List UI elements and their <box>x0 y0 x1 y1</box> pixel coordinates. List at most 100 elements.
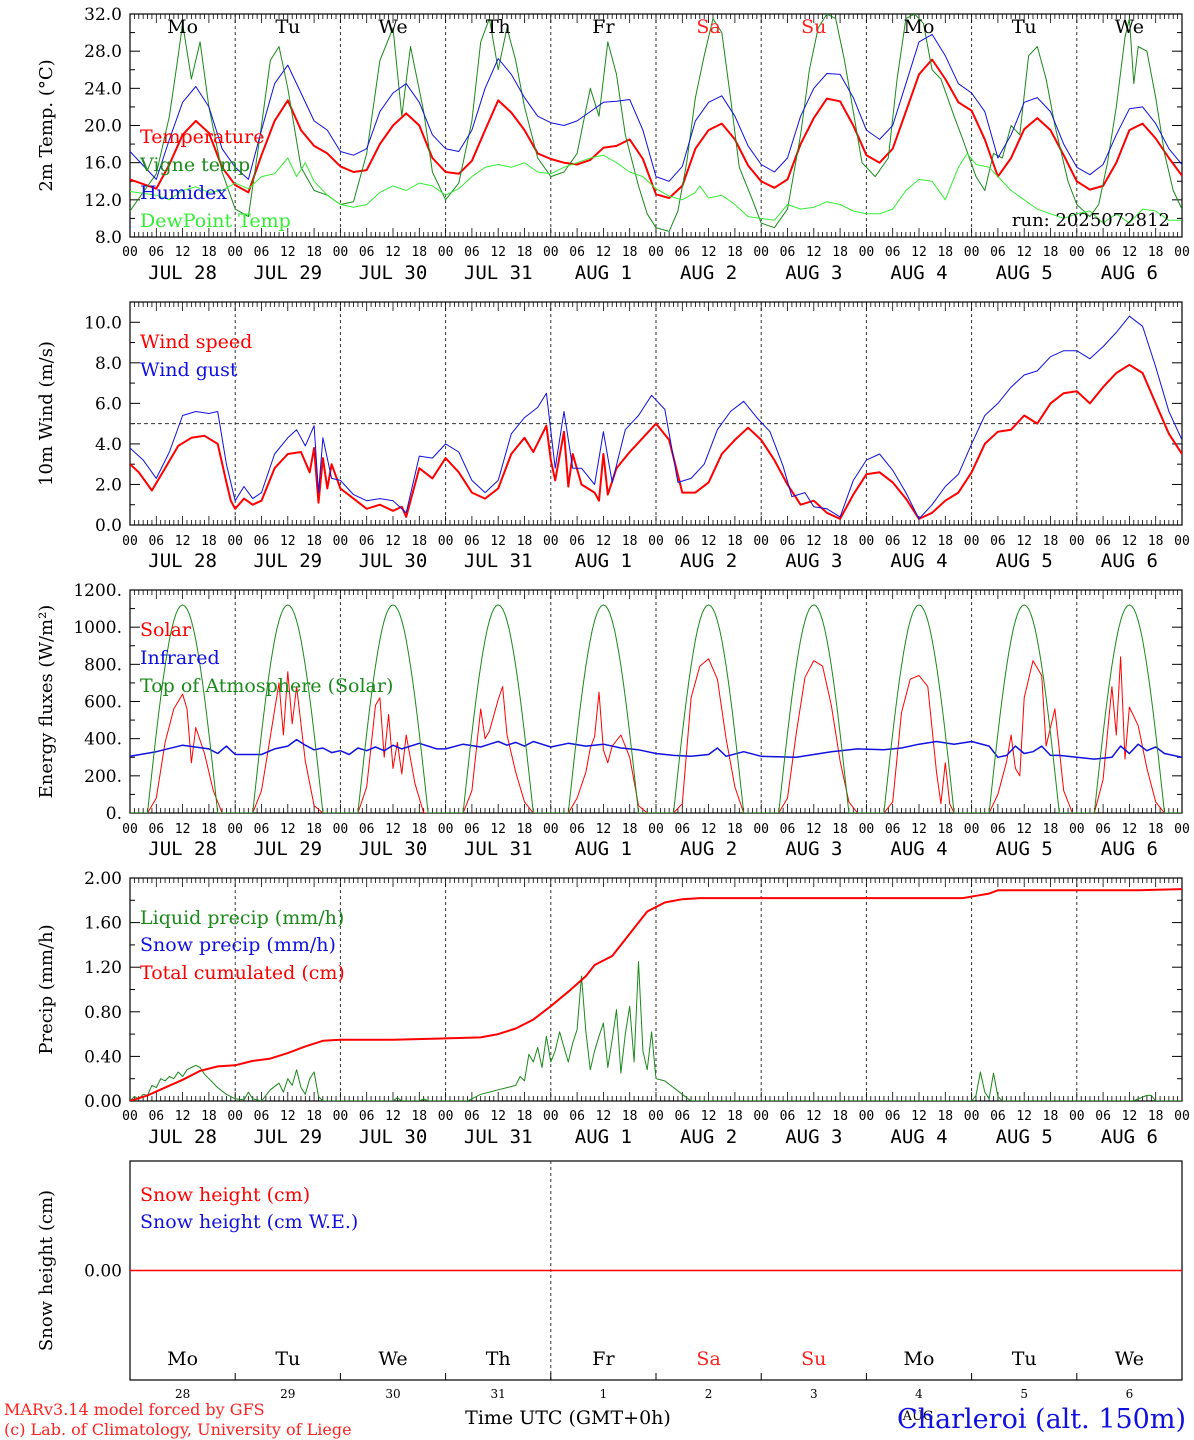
hour-label: 06 <box>674 822 690 837</box>
date-label: AUG 2 <box>680 838 737 860</box>
y-tick-label: 8.0 <box>95 228 122 248</box>
day-number: 4 <box>915 1387 923 1401</box>
hour-label: 12 <box>1016 534 1032 549</box>
y-axis-title: 2m Temp. (°C) <box>36 59 57 191</box>
hour-label: 18 <box>727 534 743 549</box>
hour-label: 00 <box>859 534 875 549</box>
date-label: JUL 30 <box>359 838 428 860</box>
hour-label: 12 <box>701 245 717 260</box>
hour-label: 18 <box>832 822 848 837</box>
hour-label: 00 <box>333 245 349 260</box>
y-tick-label: 20.0 <box>84 117 122 137</box>
hour-label: 18 <box>622 245 638 260</box>
hour-label: 12 <box>280 1109 296 1124</box>
series-line-top-of-atmosphere-solar- <box>130 604 1182 813</box>
hour-label: 06 <box>780 822 796 837</box>
day-number: 3 <box>810 1387 818 1401</box>
y-tick-label: 400. <box>84 730 122 750</box>
weekday-label: Su <box>801 1348 826 1370</box>
hour-label: 18 <box>306 245 322 260</box>
y-axis-title: Energy fluxes (W/m²) <box>36 605 57 799</box>
date-label: AUG 6 <box>1101 262 1158 284</box>
hour-label: 12 <box>280 534 296 549</box>
hour-label: 00 <box>227 822 243 837</box>
legend-entry: Temperature <box>140 126 264 148</box>
date-label: AUG 6 <box>1101 1126 1158 1148</box>
date-label: AUG 5 <box>996 262 1053 284</box>
date-label: AUG 5 <box>996 1126 1053 1148</box>
date-label: AUG 4 <box>890 838 947 860</box>
hour-label: 00 <box>543 822 559 837</box>
hour-label: 00 <box>1069 245 1085 260</box>
weekday-label: Sa <box>696 1348 720 1370</box>
hour-labels: 00 06 12 18 00 06 12 18 00 06 12 18 00 06 12 18 00 06 12 18… <box>122 1109 1190 1148</box>
hour-label: 06 <box>990 245 1006 260</box>
hour-label: 00 <box>1174 1109 1190 1124</box>
hour-label: 06 <box>148 1109 164 1124</box>
hour-label: 00 <box>1174 822 1190 837</box>
hour-label: 00 <box>227 1109 243 1124</box>
series-line-dewpoint-temp <box>130 152 1182 224</box>
hour-label: 18 <box>937 534 953 549</box>
hour-label: 06 <box>569 822 585 837</box>
hour-label: 18 <box>201 1109 217 1124</box>
hour-label: 00 <box>1174 245 1190 260</box>
series-line-solar <box>130 656 1182 813</box>
hour-label: 12 <box>701 1109 717 1124</box>
hour-label: 12 <box>490 245 506 260</box>
hour-label: 12 <box>911 822 927 837</box>
hour-label: 00 <box>859 245 875 260</box>
series-group <box>130 604 1182 813</box>
hour-label: 00 <box>543 534 559 549</box>
date-label: JUL 31 <box>464 550 533 572</box>
hour-label: 18 <box>622 822 638 837</box>
hour-label: 12 <box>911 245 927 260</box>
hour-label: 12 <box>596 1109 612 1124</box>
date-label: AUG 1 <box>575 1126 632 1148</box>
hour-label: 00 <box>438 1109 454 1124</box>
hour-label: 06 <box>464 822 480 837</box>
hour-label: 06 <box>780 245 796 260</box>
hour-label: 12 <box>1122 1109 1138 1124</box>
hour-label: 18 <box>832 1109 848 1124</box>
plot-frame <box>129 301 1183 526</box>
weekday-label: We <box>1115 16 1144 38</box>
day-number: 6 <box>1126 1387 1134 1401</box>
hour-label: 18 <box>201 822 217 837</box>
hour-label: 12 <box>385 822 401 837</box>
hour-label: 06 <box>464 1109 480 1124</box>
y-tick-label: 1.20 <box>84 958 122 978</box>
weekday-label: Mo <box>167 1348 198 1370</box>
hour-label: 18 <box>306 534 322 549</box>
hour-label: 06 <box>254 1109 270 1124</box>
weekday-label: We <box>1115 1348 1144 1370</box>
hour-label: 18 <box>1043 1109 1059 1124</box>
hour-label: 12 <box>280 245 296 260</box>
date-label: JUL 29 <box>253 838 322 860</box>
day-number: 31 <box>491 1387 506 1401</box>
weekday-label: Mo <box>904 16 935 38</box>
y-tick-label: 0.80 <box>84 1003 122 1023</box>
hour-label: 06 <box>359 1109 375 1124</box>
legend-entry: Liquid precip (mm/h) <box>140 907 344 929</box>
hour-label: 06 <box>674 1109 690 1124</box>
date-label: AUG 5 <box>996 838 1053 860</box>
hour-label: 00 <box>648 822 664 837</box>
hour-label: 00 <box>1069 534 1085 549</box>
hour-label: 00 <box>122 534 138 549</box>
hour-label: 12 <box>701 534 717 549</box>
hour-label: 18 <box>306 822 322 837</box>
hour-label: 00 <box>333 822 349 837</box>
hour-label: 12 <box>596 822 612 837</box>
y-tick-label: 800. <box>84 655 122 675</box>
legend-entry: Wind gust <box>140 359 238 381</box>
hour-label: 00 <box>122 245 138 260</box>
hour-label: 06 <box>254 822 270 837</box>
lab-credit: (c) Lab. of Climatology, University of L… <box>4 1420 352 1439</box>
hour-label: 18 <box>727 1109 743 1124</box>
y-tick-label: 32.0 <box>84 5 122 25</box>
hour-label: 18 <box>517 822 533 837</box>
time-axis-label: Time UTC (GMT+0h) <box>465 1407 671 1429</box>
weekday-label: Tu <box>275 1348 300 1370</box>
date-label: JUL 28 <box>148 1126 217 1148</box>
